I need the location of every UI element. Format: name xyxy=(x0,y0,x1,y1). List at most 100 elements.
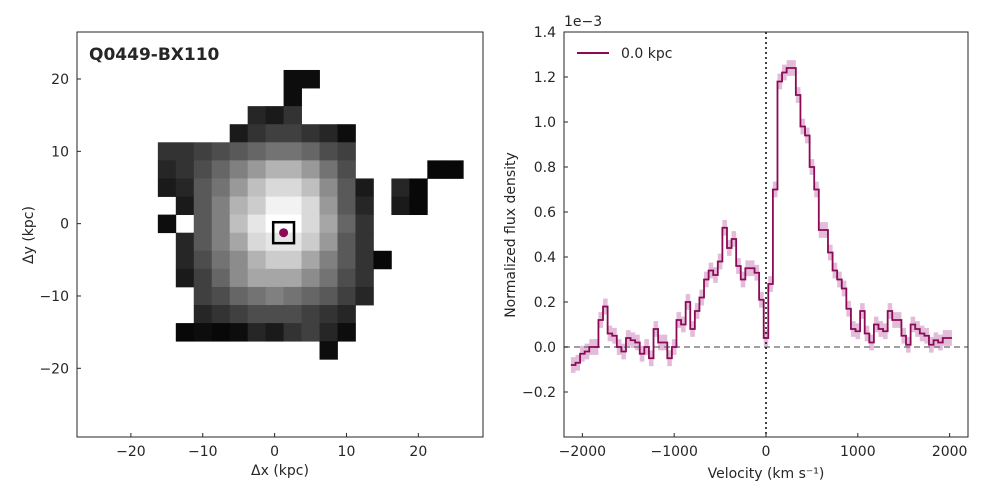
heatmap-cell xyxy=(157,214,177,234)
y-tick-label: 10 xyxy=(51,144,69,160)
heatmap-cell xyxy=(301,142,320,161)
heatmap-cell xyxy=(301,124,320,143)
heatmap-cell xyxy=(301,214,320,234)
heatmap-cell xyxy=(337,160,356,179)
heatmap-cell xyxy=(265,305,284,324)
heatmap-cell xyxy=(319,142,338,161)
heatmap-cell xyxy=(319,214,338,234)
heatmap-cell xyxy=(193,196,213,216)
heatmap-cell xyxy=(283,323,302,342)
heatmap-cell xyxy=(355,196,374,216)
heatmap-cell xyxy=(355,232,374,252)
center-marker xyxy=(279,228,289,238)
heatmap-cell xyxy=(319,286,338,306)
y-tick-label: 1.0 xyxy=(534,115,556,131)
heatmap-cell xyxy=(247,305,267,324)
heatmap-cell xyxy=(337,268,356,288)
heatmap-cell xyxy=(265,106,284,125)
heatmap-cell xyxy=(301,305,320,324)
y-tick-label: 0.4 xyxy=(534,250,556,266)
x-tick-label: 2000 xyxy=(932,444,968,460)
heatmap-cell xyxy=(211,142,231,161)
right-x-axis: −2000 −1000 0 1000 2000 xyxy=(559,433,968,460)
heatmap-cell xyxy=(337,196,356,216)
right-plot-background xyxy=(564,32,968,437)
heatmap-cell xyxy=(391,178,410,197)
heatmap-cell xyxy=(193,250,213,270)
heatmap-cell xyxy=(247,124,267,143)
heatmap-cell xyxy=(229,160,249,179)
left-y-axis-label: Δy (kpc) xyxy=(21,206,37,264)
heatmap-cell xyxy=(211,268,231,288)
heatmap-cell xyxy=(265,250,284,270)
heatmap-cell xyxy=(193,323,213,342)
heatmap-cell xyxy=(175,160,195,179)
right-y-axis-label: Normalized flux density xyxy=(503,152,519,318)
heatmap-cell xyxy=(229,232,249,252)
heatmap-cell xyxy=(283,124,302,143)
heatmap-cell xyxy=(337,124,356,143)
heatmap-cell xyxy=(193,232,213,252)
heatmap-cell xyxy=(193,178,213,197)
heatmap-cell xyxy=(319,323,338,342)
heatmap-cell xyxy=(409,178,428,197)
y-tick-label: −10 xyxy=(39,289,69,305)
heatmap-cell xyxy=(211,232,231,252)
heatmap-cell xyxy=(247,250,267,270)
heatmap-cell xyxy=(319,178,338,197)
series-line xyxy=(570,67,952,366)
heatmap-cell xyxy=(301,323,320,342)
heatmap-cell xyxy=(229,214,249,234)
heatmap-cell xyxy=(301,178,320,197)
x-tick-label: 1000 xyxy=(840,444,876,460)
heatmap-cell xyxy=(175,232,195,252)
heatmap-cell xyxy=(247,323,267,342)
heatmap-cell xyxy=(193,214,213,234)
heatmap-cell xyxy=(247,268,267,288)
heatmap-cell xyxy=(427,160,446,179)
y-tick-label: 0 xyxy=(60,217,69,233)
heatmap-cell xyxy=(355,250,374,270)
heatmap-cell xyxy=(265,196,284,216)
heatmap-cell xyxy=(337,232,356,252)
heatmap-cell xyxy=(247,142,267,161)
heatmap-cell xyxy=(445,160,464,179)
heatmap-cell xyxy=(229,178,249,197)
y-tick-label: 0.0 xyxy=(534,340,556,356)
x-tick-label: 20 xyxy=(409,444,427,460)
heatmap-cell xyxy=(265,142,284,161)
heatmap-cell xyxy=(265,124,284,143)
heatmap-cell xyxy=(175,323,195,342)
left-panel: −20 −10 0 10 20 −20 −10 0 10 20 Q0449-BX110 Δx (… xyxy=(21,31,484,479)
heatmap-cell xyxy=(337,142,356,161)
y-tick-label: 0.6 xyxy=(534,205,556,221)
left-plot-frame xyxy=(76,31,484,438)
heatmap-cell xyxy=(265,286,284,306)
heatmap-cell xyxy=(211,286,231,306)
heatmap-cell xyxy=(211,323,231,342)
heatmap-cell xyxy=(337,178,356,197)
heatmap-cell xyxy=(229,196,249,216)
y-tick-label: 1.4 xyxy=(534,25,556,41)
left-x-axis-label: Δx (kpc) xyxy=(251,463,309,479)
heatmap-cell xyxy=(283,268,302,288)
x-tick-label: −1000 xyxy=(651,444,698,460)
heatmap-cell xyxy=(175,196,195,216)
heatmap-cell xyxy=(193,142,213,161)
heatmap-cell xyxy=(301,268,320,288)
x-tick-label: 0 xyxy=(762,444,771,460)
heatmap-cell xyxy=(175,142,195,161)
heatmap-cell xyxy=(247,214,267,234)
y-tick-label: −0.2 xyxy=(522,385,556,401)
heatmap-cell xyxy=(373,250,392,270)
heatmap-cell xyxy=(211,214,231,234)
heatmap-cell xyxy=(337,214,356,234)
heatmap-cell xyxy=(247,178,267,197)
heatmap-cell xyxy=(301,232,320,252)
heatmap-cell xyxy=(247,286,267,306)
heatmap-cell xyxy=(211,196,231,216)
heatmap-cell xyxy=(247,196,267,216)
y-tick-label: 0.2 xyxy=(534,295,556,311)
right-offset-text: 1e−3 xyxy=(564,14,602,30)
heatmap-cell xyxy=(229,142,249,161)
